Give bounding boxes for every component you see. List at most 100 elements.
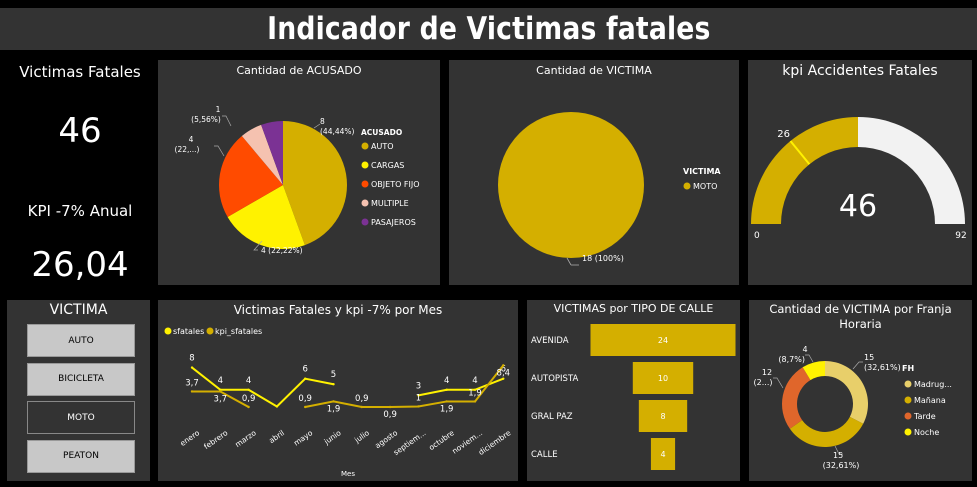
funnel-bar-autopista[interactable] bbox=[632, 362, 694, 394]
line-data-label-kpi_sfatales: 1,9 bbox=[468, 388, 482, 398]
kpi-anual-value: 26,04 bbox=[31, 245, 129, 285]
page-title: Indicador de Victimas fatales bbox=[266, 11, 711, 47]
line-point-kpi_sfatales[interactable] bbox=[473, 400, 477, 403]
line-point-sfatales[interactable] bbox=[275, 405, 279, 408]
line-point-sfatales[interactable] bbox=[332, 383, 335, 386]
acusado-legend-title: ACUSADO bbox=[361, 128, 402, 137]
victima-pie-slice-moto[interactable] bbox=[498, 112, 644, 258]
acusado-pie-slice-pasajeros[interactable] bbox=[261, 121, 283, 185]
kpi-victimas-value: 46 bbox=[58, 111, 102, 151]
acusado-pie-slice-multiple[interactable] bbox=[241, 124, 283, 185]
line-point-kpi_sfatales[interactable] bbox=[445, 400, 448, 403]
line-point-kpi_sfatales[interactable] bbox=[190, 390, 194, 393]
funnel-bar-calle[interactable] bbox=[650, 438, 676, 470]
donut-legend-swatch-1 bbox=[904, 396, 912, 404]
donut-slice-0[interactable] bbox=[825, 361, 868, 424]
acusado-pie-chart: 8(44,44%) 4 (22,22%) 4(22,...) 1(5,56%) ACUS… bbox=[175, 105, 420, 255]
acusado-pie-panel: Cantidad de ACUSADO 8 (44,44%) 4 (22,22%) 4… bbox=[158, 60, 440, 285]
line-legend-swatch-sfatales bbox=[164, 327, 172, 335]
acusado-pie-slice-auto[interactable] bbox=[283, 121, 347, 246]
line-point-sfatales[interactable] bbox=[190, 366, 194, 369]
funnel-bar-gral-paz[interactable] bbox=[638, 400, 688, 432]
line-data-label-sfatales: 4 bbox=[218, 376, 223, 386]
gauge-remaining-arc bbox=[858, 117, 965, 224]
victima-legend-swatch-moto bbox=[683, 182, 691, 190]
line-point-sfatales[interactable] bbox=[304, 377, 307, 380]
line-point-sfatales[interactable] bbox=[417, 394, 420, 397]
line-series-sfatales bbox=[191, 366, 334, 408]
header-bar: Indicador de Victimas fatales bbox=[0, 8, 977, 50]
slicer-item-moto[interactable]: MOTO bbox=[27, 401, 135, 434]
victima-pie-leader bbox=[566, 257, 572, 266]
slicer-item-peaton[interactable]: PEATON bbox=[27, 439, 135, 473]
donut-legend-item[interactable]: Madrug... bbox=[914, 380, 952, 389]
line-data-label-sfatales: 3 bbox=[416, 381, 421, 391]
line-chart-panel: Victimas Fatales y kpi -7% por Mes sfata… bbox=[158, 300, 518, 481]
donut-legend-swatch-0 bbox=[904, 380, 912, 388]
donut-label-tarde-count: 12 bbox=[762, 368, 772, 377]
line-point-kpi_sfatales[interactable] bbox=[219, 390, 222, 393]
donut-legend-swatch-2 bbox=[904, 412, 912, 420]
victima-slicer-panel: VICTIMA AUTO BICICLETA MOTO PEATON bbox=[7, 300, 150, 481]
acusado-legend-swatch-2 bbox=[361, 180, 369, 188]
donut-slice-2[interactable] bbox=[782, 367, 811, 429]
line-data-label-kpi_sfatales: 1,9 bbox=[440, 404, 454, 414]
line-legend-item[interactable]: kpi_sfatales bbox=[215, 327, 262, 336]
slicer-item-bicicleta[interactable]: BICICLETA bbox=[27, 362, 135, 396]
acusado-legend-swatch-3 bbox=[361, 199, 369, 207]
acusado-legend-item[interactable]: PASAJEROS bbox=[371, 218, 416, 227]
line-point-sfatales[interactable] bbox=[247, 388, 250, 391]
line-point-sfatales[interactable] bbox=[502, 377, 505, 380]
acusado-legend-swatch-1 bbox=[361, 161, 369, 169]
donut-label-manana-count: 15 bbox=[833, 451, 843, 460]
line-data-label-sfatales: 6 bbox=[501, 365, 506, 375]
gauge-max-label: 92 bbox=[955, 231, 966, 241]
acusado-legend-item[interactable]: AUTO bbox=[371, 142, 394, 151]
line-point-kpi_sfatales[interactable] bbox=[332, 400, 335, 403]
line-point-kpi_sfatales[interactable] bbox=[417, 405, 420, 408]
acusado-legend-swatch-0 bbox=[361, 142, 369, 150]
line-x-tick-label: junio bbox=[322, 428, 343, 447]
funnel-title: VICTIMAS por TIPO DE CALLE bbox=[553, 302, 714, 315]
acusado-leader-multiple bbox=[222, 115, 232, 127]
acusado-label-cargas: 4 (22,22%) bbox=[261, 246, 303, 255]
funnel-bar-avenida[interactable] bbox=[590, 324, 736, 356]
line-data-label-kpi_sfatales: 1 bbox=[416, 393, 421, 403]
line-point-kpi_sfatales[interactable] bbox=[502, 364, 505, 367]
donut-legend-item[interactable]: Mañana bbox=[914, 396, 946, 405]
acusado-legend-item[interactable]: MULTIPLE bbox=[371, 199, 409, 208]
funnel-chart: AVENIDA 24 AUTOPISTA 10 GRAL PAZ 8 CALLE 4 bbox=[531, 324, 736, 470]
acusado-pie-slice-cargas[interactable] bbox=[227, 185, 305, 249]
line-point-sfatales[interactable] bbox=[219, 388, 222, 391]
funnel-value-label: 24 bbox=[658, 336, 668, 345]
funnel-value-label: 10 bbox=[658, 374, 668, 383]
line-data-label-kpi_sfatales: 0,9 bbox=[383, 410, 397, 420]
donut-label-madrugada-pct: (32,61%) bbox=[864, 363, 901, 372]
acusado-legend-item[interactable]: OBJETO FIJO bbox=[371, 180, 420, 189]
victima-legend-item-moto[interactable]: MOTO bbox=[693, 182, 717, 191]
line-data-label-kpi_sfatales: 1,9 bbox=[327, 404, 341, 414]
line-x-tick-label: febrero bbox=[202, 428, 230, 451]
line-x-tick-label: enero bbox=[178, 428, 201, 448]
line-point-kpi_sfatales[interactable] bbox=[304, 405, 307, 409]
funnel-category-label: CALLE bbox=[531, 450, 558, 460]
line-chart: sfatales kpi_sfatales 8 4 4 6 5 3 4 4 6 3,7 3,7 0,9 0,… bbox=[164, 327, 513, 478]
line-point-sfatales[interactable] bbox=[473, 388, 477, 391]
donut-panel: Cantidad de VICTIMA por Franja Horaria 1… bbox=[749, 300, 972, 481]
line-data-label-kpi_sfatales: 3,7 bbox=[185, 378, 199, 388]
donut-slice-1[interactable] bbox=[789, 416, 864, 447]
donut-legend-item[interactable]: Noche bbox=[914, 428, 939, 437]
line-legend-item[interactable]: sfatales bbox=[173, 327, 204, 336]
line-data-label-kpi_sfatales: 0,9 bbox=[242, 394, 256, 404]
funnel-category-label: GRAL PAZ bbox=[531, 412, 573, 422]
victima-legend-title: VICTIMA bbox=[683, 167, 721, 176]
line-point-kpi_sfatales[interactable] bbox=[388, 405, 392, 409]
line-point-kpi_sfatales[interactable] bbox=[247, 405, 250, 409]
slicer-item-auto[interactable]: AUTO bbox=[27, 324, 135, 357]
line-point-kpi_sfatales[interactable] bbox=[360, 405, 363, 409]
acusado-legend-item[interactable]: CARGAS bbox=[371, 161, 404, 170]
donut-slice-3[interactable] bbox=[802, 361, 825, 381]
line-point-sfatales[interactable] bbox=[445, 388, 448, 391]
donut-legend-item[interactable]: Tarde bbox=[913, 412, 936, 421]
acusado-pie-slice-objeto-fijo[interactable] bbox=[219, 135, 283, 217]
